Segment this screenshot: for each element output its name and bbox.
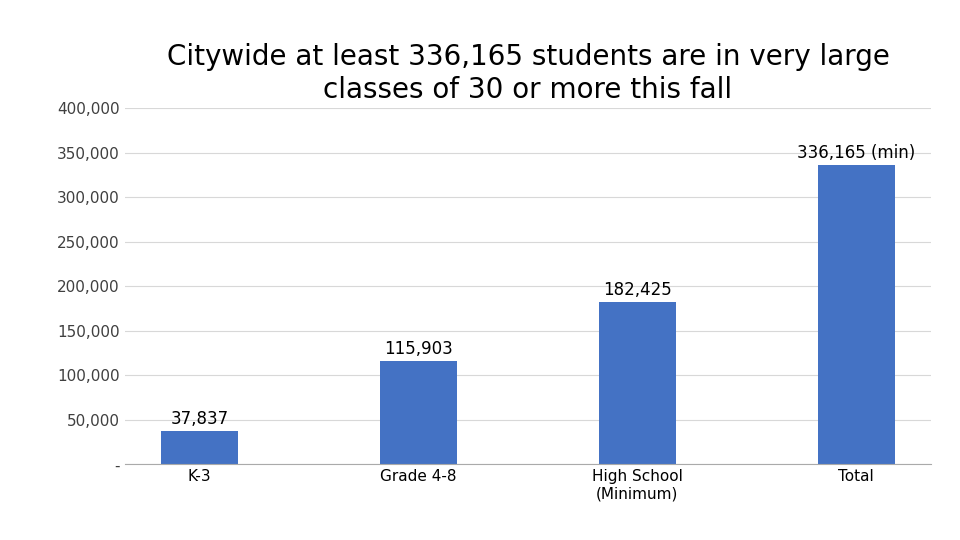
Bar — [380, 361, 457, 464]
Text: Citywide at least 336,165 students are in very large
classes of 30 or more this : Citywide at least 336,165 students are i… — [167, 43, 889, 104]
Text: 37,837: 37,837 — [171, 409, 228, 428]
Text: 182,425: 182,425 — [603, 281, 672, 299]
Bar — [599, 302, 676, 464]
Bar — [161, 431, 238, 464]
Text: 115,903: 115,903 — [384, 340, 453, 358]
Bar — [818, 165, 895, 464]
Text: 336,165 (min): 336,165 (min) — [797, 144, 916, 162]
